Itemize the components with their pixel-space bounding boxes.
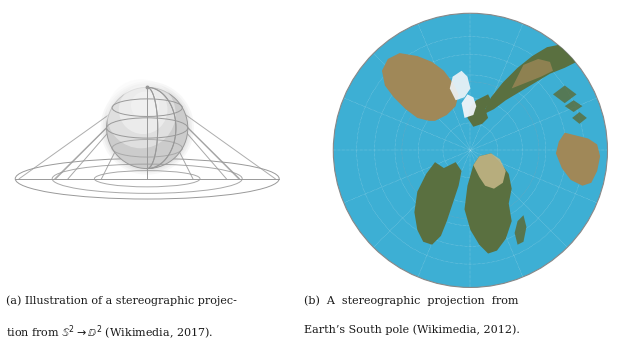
Polygon shape — [414, 162, 461, 245]
Polygon shape — [482, 44, 579, 115]
Text: Earth’s South pole (Wikimedia, 2012).: Earth’s South pole (Wikimedia, 2012). — [304, 324, 520, 335]
Polygon shape — [511, 59, 553, 88]
Polygon shape — [572, 112, 587, 124]
Circle shape — [119, 85, 168, 134]
Circle shape — [107, 79, 175, 148]
Polygon shape — [474, 153, 506, 189]
Polygon shape — [556, 133, 600, 186]
Polygon shape — [450, 71, 470, 100]
Circle shape — [131, 91, 159, 120]
Polygon shape — [461, 95, 476, 118]
Text: (b)  A  stereographic  projection  from: (b) A stereographic projection from — [304, 295, 518, 306]
Circle shape — [107, 87, 188, 169]
Text: (a) Illustration of a stereographic projec-: (a) Illustration of a stereographic proj… — [6, 295, 237, 306]
Circle shape — [107, 87, 188, 169]
Polygon shape — [553, 86, 577, 103]
Polygon shape — [564, 100, 582, 112]
Text: tion from $\mathbb{S}^2 \rightarrow \mathbb{D}^2$ (Wikimedia, 2017).: tion from $\mathbb{S}^2 \rightarrow \mat… — [6, 324, 214, 342]
Circle shape — [100, 81, 194, 175]
Polygon shape — [515, 215, 527, 245]
Circle shape — [104, 85, 190, 171]
Circle shape — [102, 83, 192, 173]
Polygon shape — [467, 95, 491, 127]
Circle shape — [333, 13, 607, 287]
Polygon shape — [382, 53, 459, 121]
Polygon shape — [465, 153, 511, 253]
